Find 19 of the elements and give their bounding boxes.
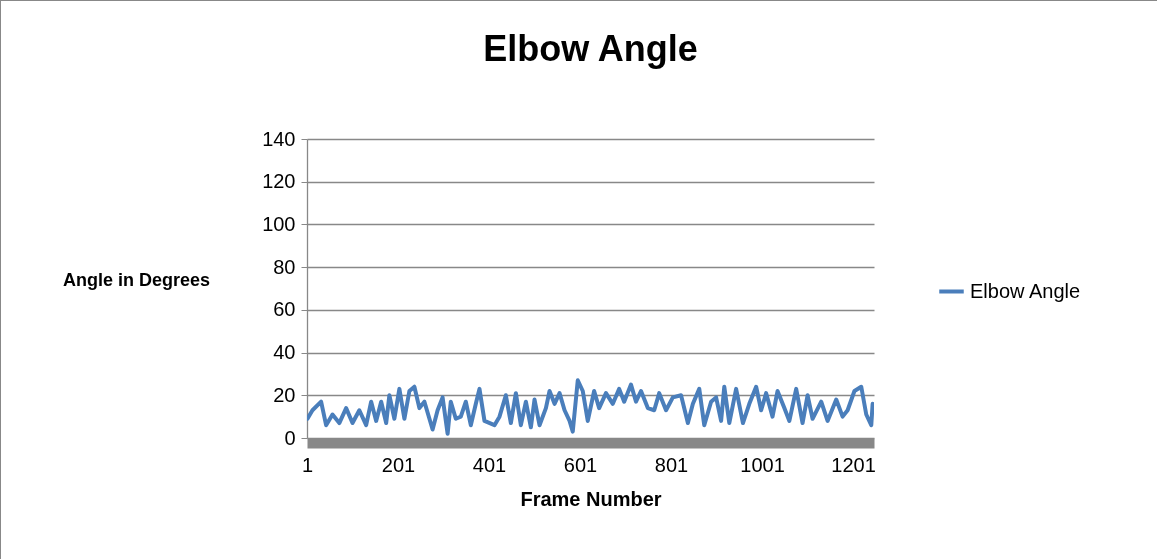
y-tick-label: 120 — [262, 170, 296, 193]
x-tick-label: 1001 — [740, 453, 785, 476]
x-axis-title: Frame Number — [520, 487, 662, 510]
y-tick-label: 100 — [262, 212, 296, 235]
chart-title: Elbow Angle — [483, 28, 698, 69]
y-tick-label: 0 — [284, 426, 296, 449]
y-tick-label: 140 — [262, 127, 296, 150]
y-tick-label: 40 — [273, 341, 296, 364]
y-axis-title: Angle in Degrees — [62, 269, 211, 290]
x-tick-label: 201 — [381, 453, 416, 476]
x-tick-label: 401 — [472, 453, 507, 476]
y-tick-label: 60 — [273, 298, 296, 321]
x-tick-label: 1201 — [831, 453, 876, 476]
x-tick-label: 601 — [563, 453, 598, 476]
x-tick-label: 801 — [654, 453, 689, 476]
y-tick-label: 80 — [273, 255, 296, 278]
legend-label: Elbow Angle — [970, 279, 1081, 302]
y-tick-label: 20 — [273, 383, 296, 406]
x-tick-label: 1 — [301, 453, 314, 476]
